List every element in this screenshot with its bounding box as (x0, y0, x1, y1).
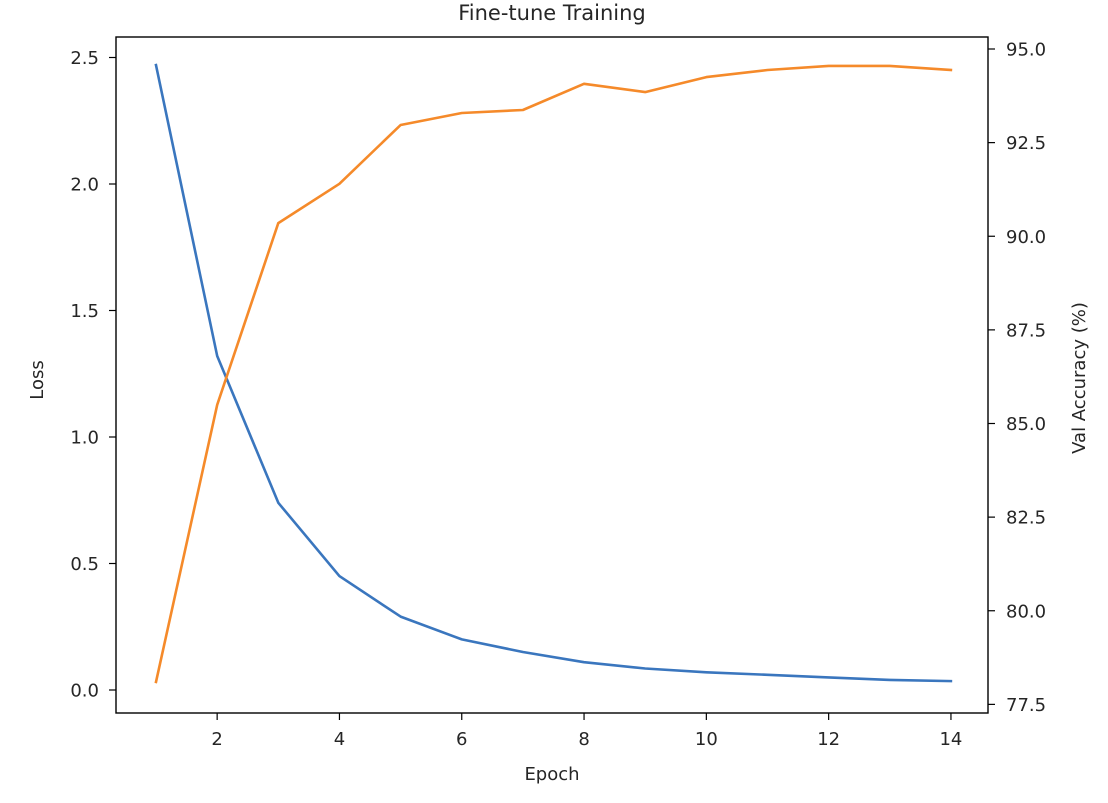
y-tick-label: 0.5 (70, 554, 99, 575)
y2-tick-label: 80.0 (1006, 601, 1046, 622)
loss-line (154, 63, 953, 683)
y-tick-label: 1.5 (70, 301, 99, 322)
val-accuracy-line (154, 64, 953, 684)
y2-tick-label: 95.0 (1006, 40, 1046, 61)
x-tick-label: 6 (456, 729, 467, 750)
x-tick-label: 12 (817, 729, 840, 750)
plot-frame (115, 36, 989, 714)
chart-title: Fine-tune Training (458, 1, 646, 25)
x-axis-ticks: 2 4 6 8 10 12 14 (211, 713, 962, 750)
y2-tick-label: 90.0 (1006, 227, 1046, 248)
left-y-axis-ticks: 0.0 0.5 1.0 1.5 2.0 2.5 (70, 48, 116, 702)
y-tick-label: 2.0 (70, 175, 99, 196)
series-layer (154, 63, 953, 684)
x-tick-label: 14 (939, 729, 962, 750)
y2-tick-label: 82.5 (1006, 508, 1046, 529)
left-y-axis-label: Loss (27, 360, 48, 399)
y-tick-label: 0.0 (70, 681, 99, 702)
right-y-axis-ticks: 77.5 80.0 82.5 85.0 87.5 90.0 92.5 95.0 (988, 40, 1046, 716)
y-tick-label: 2.5 (70, 48, 99, 69)
y2-tick-label: 85.0 (1006, 414, 1046, 435)
y2-tick-label: 87.5 (1006, 320, 1046, 341)
x-tick-label: 8 (578, 729, 589, 750)
x-tick-label: 10 (695, 729, 718, 750)
y-tick-label: 1.0 (70, 428, 99, 449)
y2-tick-label: 77.5 (1006, 695, 1046, 716)
right-y-axis-label: Val Accuracy (%) (1069, 302, 1090, 454)
x-tick-label: 2 (211, 729, 222, 750)
y2-tick-label: 92.5 (1006, 133, 1046, 154)
x-tick-label: 4 (334, 729, 345, 750)
x-axis-label: Epoch (524, 764, 579, 785)
